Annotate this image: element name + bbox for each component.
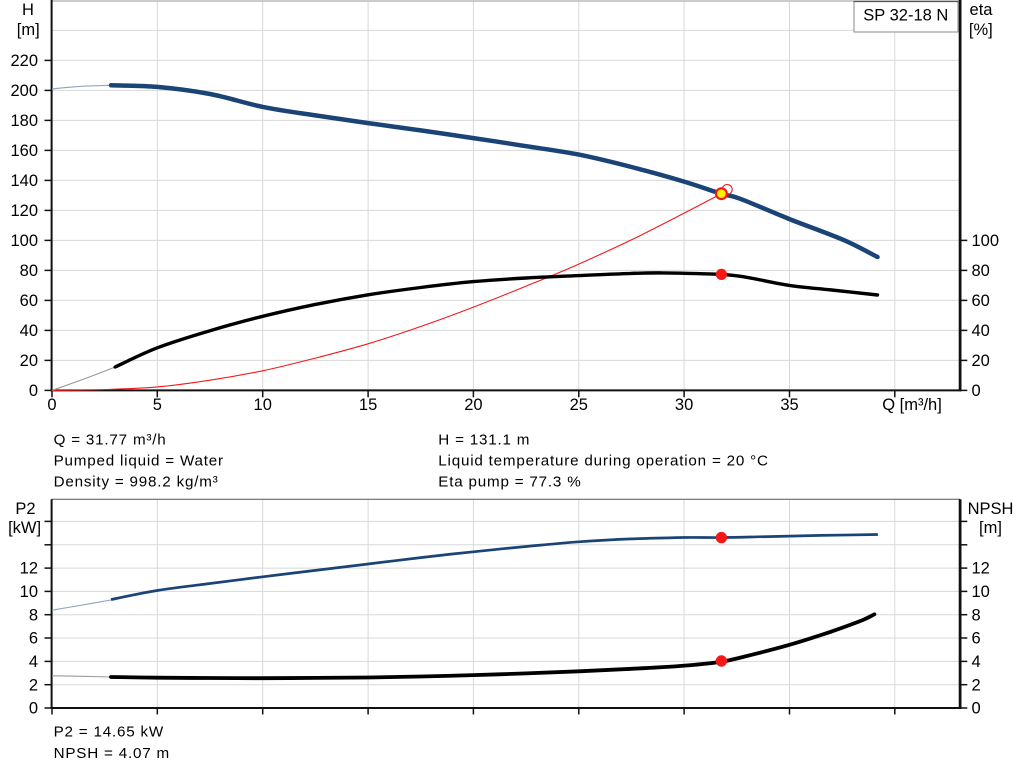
svg-text:Density = 998.2 kg/m³: Density = 998.2 kg/m³ [54, 473, 219, 490]
svg-text:0: 0 [29, 700, 38, 718]
svg-text:12: 12 [20, 560, 38, 578]
svg-text:160: 160 [10, 142, 38, 160]
svg-text:2: 2 [972, 676, 981, 694]
svg-text:Q [m³/h]: Q [m³/h] [882, 396, 942, 414]
svg-text:5: 5 [153, 396, 162, 414]
svg-text:[kW]: [kW] [8, 519, 41, 537]
svg-text:100: 100 [972, 232, 1000, 250]
svg-text:[%]: [%] [969, 21, 993, 39]
svg-text:8: 8 [972, 606, 981, 624]
svg-text:40: 40 [20, 322, 38, 340]
svg-text:H: H [22, 1, 34, 19]
svg-text:10: 10 [972, 583, 990, 601]
svg-text:[m]: [m] [17, 21, 40, 39]
svg-text:10: 10 [20, 583, 38, 601]
svg-text:0: 0 [972, 700, 981, 718]
svg-text:8: 8 [29, 606, 38, 624]
svg-text:60: 60 [20, 292, 38, 310]
svg-text:0: 0 [47, 396, 56, 414]
svg-text:Liquid temperature during oper: Liquid temperature during operation = 20… [438, 452, 769, 469]
svg-text:35: 35 [780, 396, 798, 414]
svg-text:80: 80 [972, 262, 990, 280]
svg-text:100: 100 [10, 232, 38, 250]
svg-text:15: 15 [359, 396, 377, 414]
svg-text:Q = 31.77 m³/h: Q = 31.77 m³/h [54, 432, 167, 449]
svg-text:200: 200 [10, 82, 38, 100]
svg-text:Eta pump = 77.3 %: Eta pump = 77.3 % [438, 473, 581, 490]
svg-text:180: 180 [10, 112, 38, 130]
svg-text:220: 220 [10, 52, 38, 70]
svg-text:2: 2 [29, 676, 38, 694]
svg-text:80: 80 [20, 262, 38, 280]
svg-text:NPSH: NPSH [968, 500, 1014, 518]
svg-text:6: 6 [972, 630, 981, 648]
svg-text:120: 120 [10, 202, 38, 220]
svg-text:140: 140 [10, 172, 38, 190]
svg-text:10: 10 [254, 396, 272, 414]
svg-text:[m]: [m] [979, 519, 1002, 537]
svg-text:0: 0 [29, 382, 38, 400]
svg-text:eta: eta [970, 1, 994, 19]
svg-text:Pumped liquid = Water: Pumped liquid = Water [54, 452, 224, 469]
svg-text:25: 25 [570, 396, 588, 414]
svg-text:0: 0 [972, 382, 981, 400]
svg-text:20: 20 [464, 396, 482, 414]
svg-text:60: 60 [972, 292, 990, 310]
svg-text:4: 4 [972, 653, 981, 671]
svg-text:6: 6 [29, 630, 38, 648]
svg-text:4: 4 [29, 653, 38, 671]
svg-text:12: 12 [972, 560, 990, 578]
svg-text:P2 = 14.65 kW: P2 = 14.65 kW [54, 724, 164, 741]
svg-text:NPSH = 4.07 m: NPSH = 4.07 m [54, 745, 170, 762]
svg-text:40: 40 [972, 322, 990, 340]
svg-text:30: 30 [675, 396, 693, 414]
svg-text:H = 131.1 m: H = 131.1 m [438, 432, 530, 449]
svg-text:P2: P2 [15, 500, 35, 518]
svg-text:20: 20 [20, 352, 38, 370]
svg-text:20: 20 [972, 352, 990, 370]
svg-text:SP 32-18 N: SP 32-18 N [863, 6, 948, 24]
